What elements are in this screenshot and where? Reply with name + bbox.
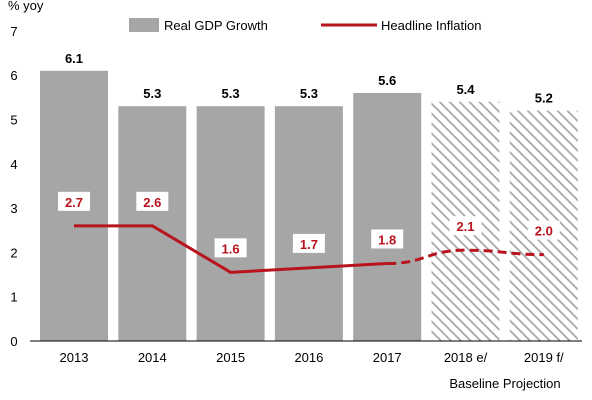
x-tick-label: 2013 [60,350,89,365]
gdp-value-label: 5.2 [535,91,553,106]
y-axis-label: % yoy [8,0,44,13]
legend-swatch-gdp [129,18,159,32]
x-tick-label: 2016 [294,350,323,365]
x-tick-label: 2017 [373,350,402,365]
y-tick-label: 3 [10,201,17,216]
category-note: Baseline Projection [449,376,560,391]
y-tick-label: 7 [10,24,17,39]
inflation-value-label: 1.6 [222,241,240,256]
gdp-bar [196,106,265,342]
y-tick-label: 2 [10,245,17,260]
y-tick-label: 0 [10,334,17,349]
inflation-label-box [449,216,482,236]
gdp-value-label: 5.3 [222,86,240,101]
inflation-label-box [58,191,90,211]
bar-labels: 6.1 5.3 5.3 5.3 5.6 5.4 5.2 [65,51,553,106]
inflation-value-label: 1.7 [300,237,318,252]
x-tick-label: 2015 [216,350,245,365]
gdp-value-label: 5.3 [143,86,161,101]
inflation-line-actual [74,224,388,274]
y-tick-label: 6 [10,68,17,83]
inflation-labels: 2.7 2.6 1.6 1.7 1.8 2.1 2.0 [58,191,560,258]
inflation-label-box [292,233,325,253]
inflation-value-label: 2.0 [535,224,553,239]
x-tick-label: 2019 f/ [524,350,564,365]
gdp-value-label: 6.1 [65,51,83,66]
gdp-bar [353,92,422,341]
inflation-label-box [371,229,404,249]
legend: Real GDP Growth Headline Inflation [129,18,481,33]
inflation-line-projected [387,248,544,265]
y-axis: 0 1 2 3 4 5 6 7 [10,24,17,349]
inflation-label-box [136,191,169,211]
x-axis: 2013 2014 2015 2016 2017 2018 e/2019 f/ [60,350,565,365]
y-tick-label: 5 [10,113,17,128]
gdp-value-label: 5.3 [300,86,318,101]
legend-label-gdp: Real GDP Growth [164,18,268,33]
inflation-value-label: 1.8 [378,232,396,247]
inflation-line [74,224,544,274]
x-tick-label: 2018 e/ [444,350,488,365]
y-tick-label: 1 [10,290,17,305]
inflation-value-label: 2.6 [143,195,161,210]
gdp-value-label: 5.6 [378,73,396,88]
legend-label-inflation: Headline Inflation [381,18,481,33]
y-tick-label: 4 [10,157,17,172]
bars [40,70,578,342]
gdp-bar [118,106,187,342]
x-tick-label: 2014 [138,350,167,365]
inflation-label-box [527,220,560,240]
inflation-value-label: 2.7 [65,195,83,210]
gdp-bar [274,106,343,342]
inflation-value-label: 2.1 [456,219,474,234]
inflation-label-box [214,238,247,258]
gdp-value-label: 5.4 [456,82,475,97]
